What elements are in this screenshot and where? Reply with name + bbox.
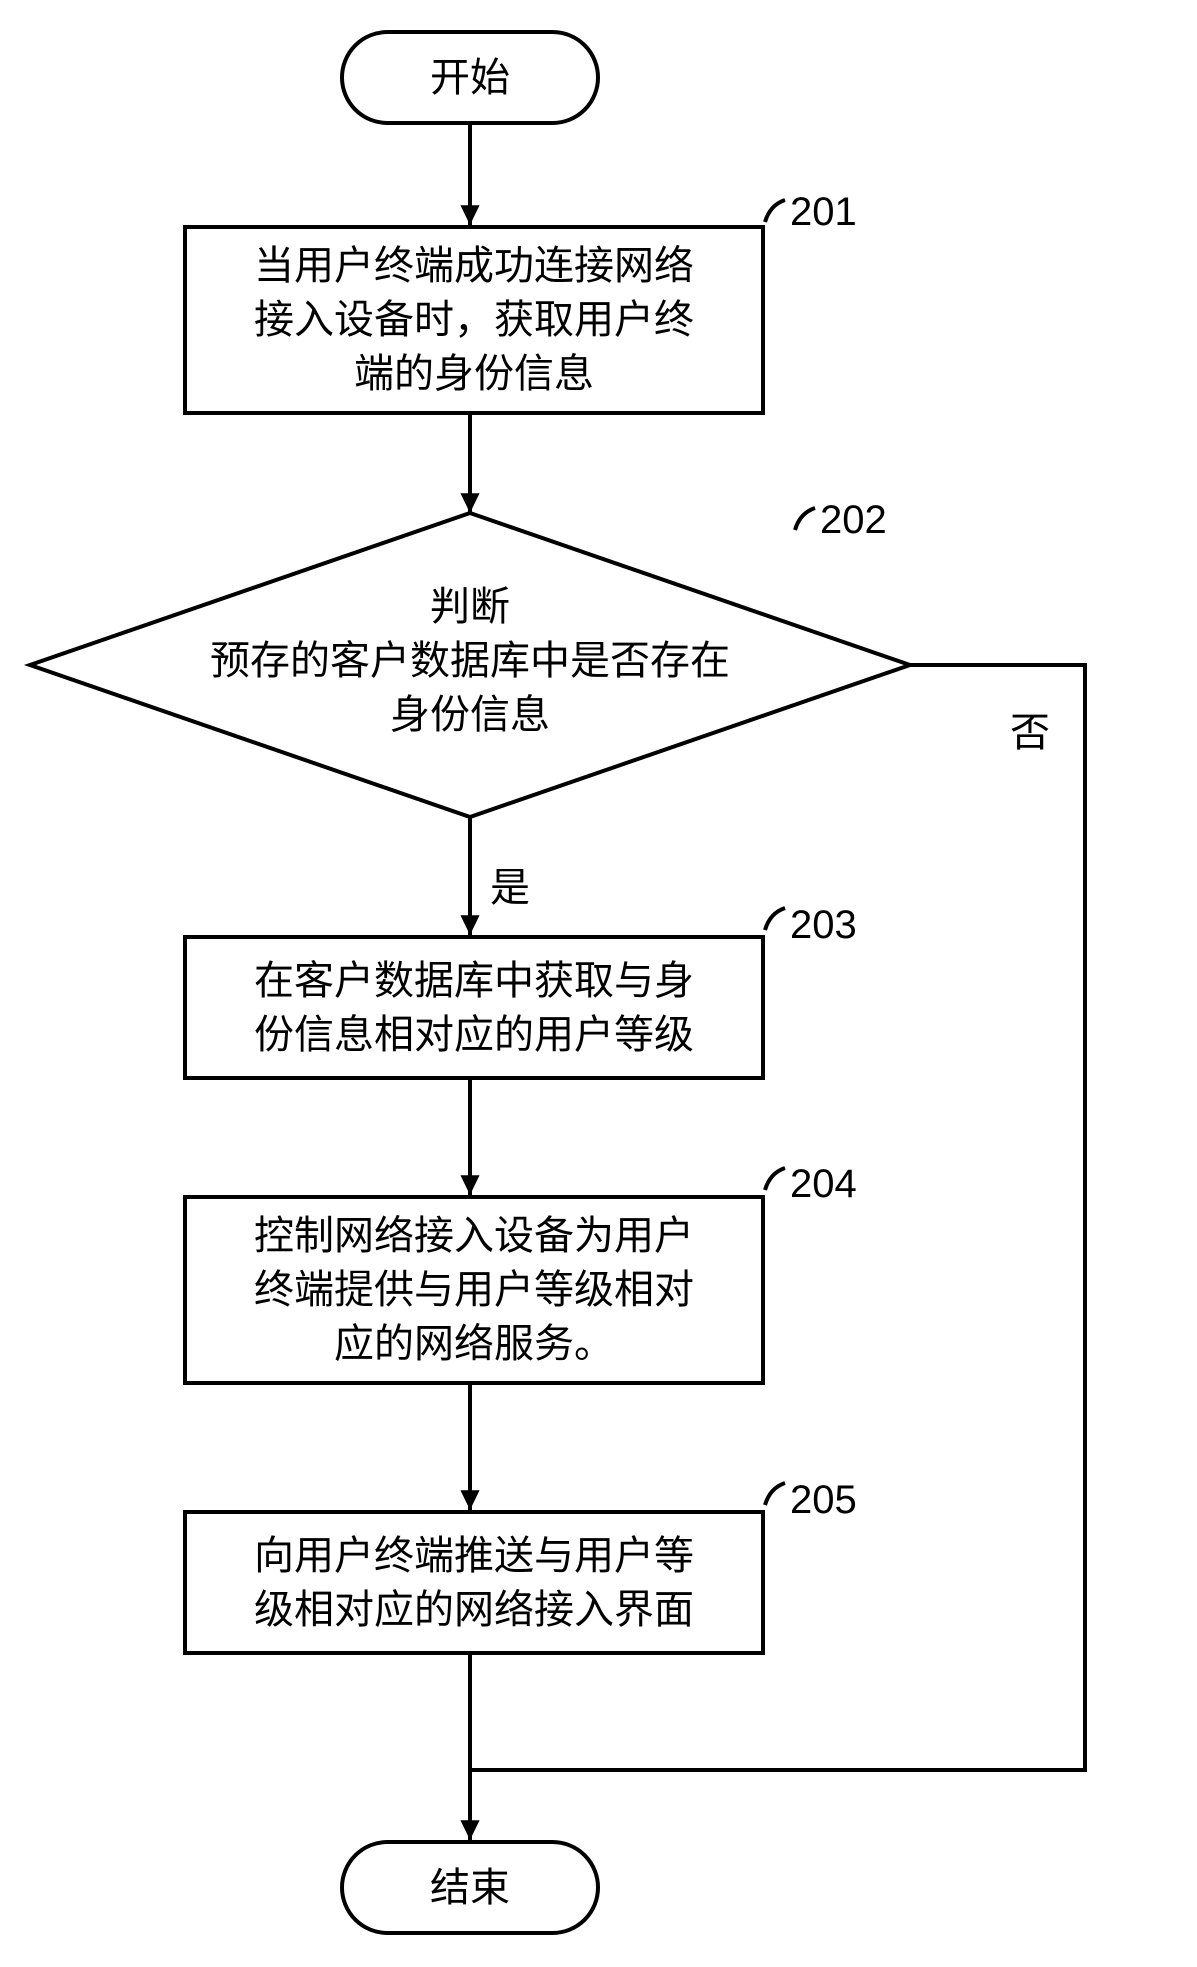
flowchart-canvas: 开始 当用户终端成功连接网络 接入设备时，获取用户终 端的身份信息 201 20… bbox=[0, 0, 1197, 1967]
no-label: 否 bbox=[1010, 700, 1050, 758]
step-204-text: 控制网络接入设备为用户 终端提供与用户等级相对 应的网络服务。 bbox=[254, 1209, 694, 1371]
step-203-text: 在客户数据库中获取与身 份信息相对应的用户等级 bbox=[254, 954, 694, 1062]
step-205: 向用户终端推送与用户等 级相对应的网络接入界面 bbox=[183, 1510, 765, 1655]
step-201: 当用户终端成功连接网络 接入设备时，获取用户终 端的身份信息 bbox=[183, 225, 765, 415]
step-201-tag: 201 bbox=[790, 190, 857, 235]
end-label: 结束 bbox=[430, 1861, 510, 1915]
start-label: 开始 bbox=[430, 51, 510, 105]
step-205-text: 向用户终端推送与用户等 级相对应的网络接入界面 bbox=[254, 1529, 694, 1637]
step-201-text: 当用户终端成功连接网络 接入设备时，获取用户终 端的身份信息 bbox=[254, 239, 694, 401]
step-202-tag: 202 bbox=[820, 498, 887, 543]
decision-line1: 判断 bbox=[30, 580, 910, 634]
step-203: 在客户数据库中获取与身 份信息相对应的用户等级 bbox=[183, 935, 765, 1080]
step-204-tag: 204 bbox=[790, 1162, 857, 1207]
decision-text: 判断 预存的客户数据库中是否存在 身份信息 bbox=[30, 580, 910, 742]
decision-line2: 预存的客户数据库中是否存在 bbox=[30, 634, 910, 688]
yes-label: 是 bbox=[490, 855, 530, 913]
start-node: 开始 bbox=[340, 30, 600, 125]
step-203-tag: 203 bbox=[790, 903, 857, 948]
decision-line3: 身份信息 bbox=[30, 688, 910, 742]
end-node: 结束 bbox=[340, 1840, 600, 1935]
step-204: 控制网络接入设备为用户 终端提供与用户等级相对 应的网络服务。 bbox=[183, 1195, 765, 1385]
step-205-tag: 205 bbox=[790, 1478, 857, 1523]
